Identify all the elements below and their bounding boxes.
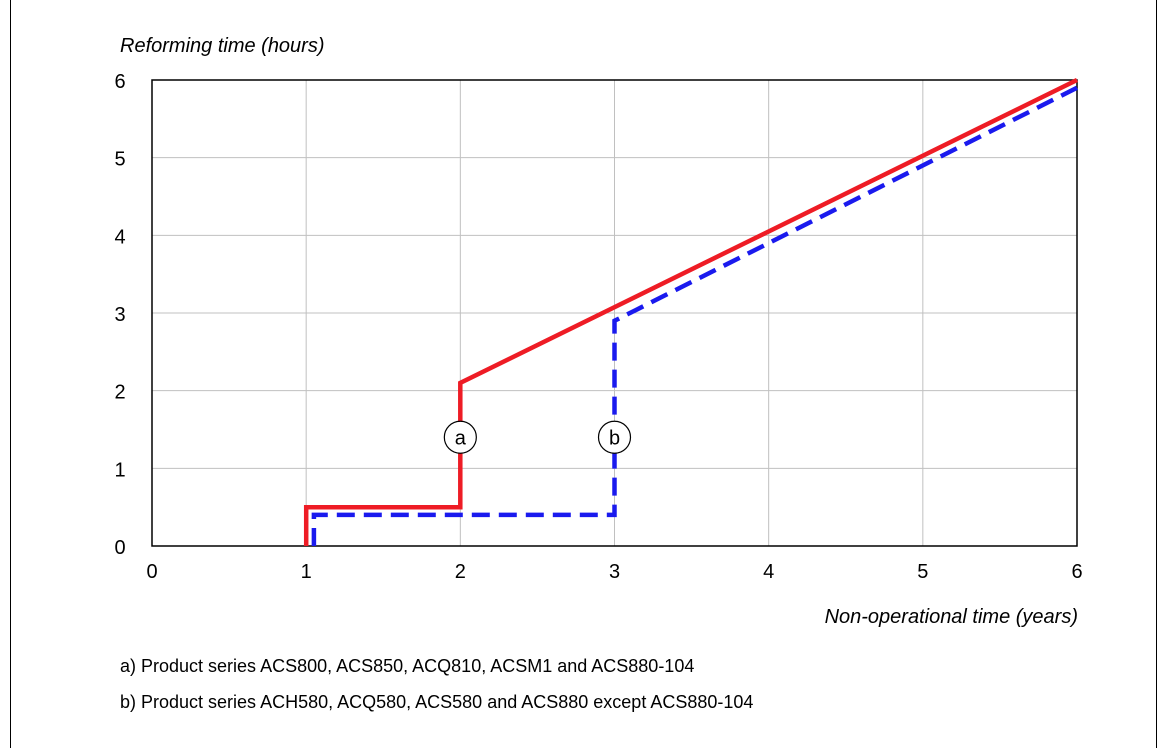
y-tick-label: 0 (114, 537, 125, 559)
x-tick-label: 6 (1071, 561, 1082, 583)
x-tick-label: 0 (146, 561, 157, 583)
series-layer (303, 77, 1079, 546)
y-tick-label: 5 (114, 149, 125, 171)
y-tick-label: 1 (114, 459, 125, 481)
x-axis-title: Non-operational time (years) (825, 606, 1078, 628)
marker-circle-b (597, 420, 632, 454)
x-tick-label: 4 (763, 561, 774, 583)
x-tick-label: 2 (455, 561, 466, 583)
marker-label-b: b (609, 427, 620, 449)
marker-circle-a (443, 420, 477, 454)
marker-label-a: a (455, 427, 467, 449)
footnotes: a) Product series ACS800, ACS850, ACQ810… (120, 648, 753, 720)
x-tick-label: 3 (609, 561, 620, 583)
footnote-a: a) Product series ACS800, ACS850, ACQ810… (120, 656, 695, 676)
footnote-b: b) Product series ACH580, ACQ580, ACS580… (120, 692, 754, 712)
x-tick-label: 1 (301, 561, 312, 583)
plot-frame (151, 79, 1078, 547)
y-tick-label: 4 (114, 226, 125, 248)
tick-layer: 0 1 2 3 4 5 6 0 1 2 3 4 5 6 (114, 71, 1082, 583)
series-a-line (303, 77, 1078, 546)
y-axis-title: Reforming time (hours) (120, 35, 325, 57)
y-tick-label: 6 (114, 71, 125, 93)
series-b-line (311, 85, 1079, 546)
y-tick-label: 3 (114, 304, 125, 326)
x-tick-label: 5 (917, 561, 928, 583)
y-tick-label: 2 (114, 382, 125, 404)
